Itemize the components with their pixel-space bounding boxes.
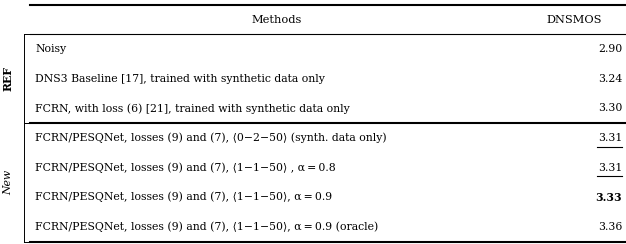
Text: FCRN, with loss (6) [21], trained with synthetic data only: FCRN, with loss (6) [21], trained with s… — [35, 103, 350, 114]
Text: FCRN/PESQNet, losses (9) and (7), ⟨1−1−50⟩ , α = 0.8: FCRN/PESQNet, losses (9) and (7), ⟨1−1−5… — [35, 162, 336, 173]
Text: New: New — [3, 170, 13, 195]
Text: 3.33: 3.33 — [595, 192, 622, 203]
Text: DNS3 Baseline [17], trained with synthetic data only: DNS3 Baseline [17], trained with synthet… — [35, 74, 325, 84]
Text: 2.90: 2.90 — [598, 44, 622, 54]
Text: 3.30: 3.30 — [598, 103, 622, 113]
Text: 3.36: 3.36 — [598, 222, 622, 232]
Text: FCRN/PESQNet, losses (9) and (7), ⟨1−1−50⟩, α = 0.9: FCRN/PESQNet, losses (9) and (7), ⟨1−1−5… — [35, 192, 332, 203]
Text: FCRN/PESQNet, losses (9) and (7), ⟨0−2−50⟩ (synth. data only): FCRN/PESQNet, losses (9) and (7), ⟨0−2−5… — [35, 133, 387, 143]
Text: DNSMOS: DNSMOS — [546, 15, 602, 25]
Text: 3.31: 3.31 — [598, 163, 622, 173]
Text: REF: REF — [3, 66, 14, 91]
Text: Methods: Methods — [251, 15, 302, 25]
Text: 3.24: 3.24 — [598, 74, 622, 84]
Text: Noisy: Noisy — [35, 44, 66, 54]
Text: FCRN/PESQNet, losses (9) and (7), ⟨1−1−50⟩, α = 0.9 (oracle): FCRN/PESQNet, losses (9) and (7), ⟨1−1−5… — [35, 222, 378, 232]
Text: 3.31: 3.31 — [598, 133, 622, 143]
